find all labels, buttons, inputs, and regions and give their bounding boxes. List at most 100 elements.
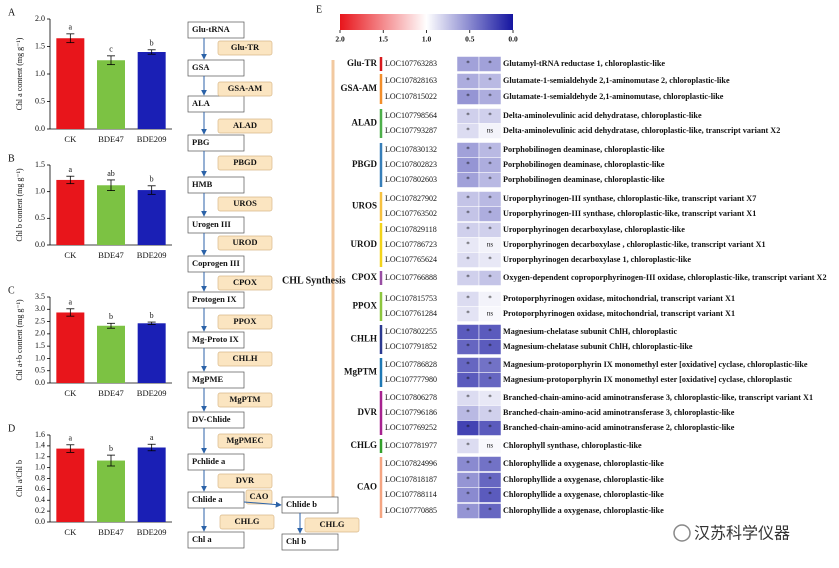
metabolite-label: HMB <box>192 179 213 189</box>
cell-label: * <box>466 343 470 351</box>
gene-id: LOC107763502 <box>385 209 437 218</box>
gene-id: LOC107830132 <box>385 145 437 154</box>
cell-label: * <box>466 295 470 303</box>
gene-id: LOC107786723 <box>385 240 437 249</box>
cell-label: * <box>488 361 492 369</box>
gene-id: LOC107793287 <box>385 126 437 135</box>
panel-label: D <box>8 423 15 434</box>
gene-id: LOC107815022 <box>385 92 437 101</box>
gene-id: LOC107827902 <box>385 194 437 203</box>
metabolite-label: Coprogen III <box>192 258 240 268</box>
cell-label: * <box>488 394 492 402</box>
group-label: DVR <box>358 407 378 417</box>
y-axis-label: Chl a+b content (mg g⁻¹) <box>15 299 24 381</box>
metabolite-label: Mg-Proto IX <box>192 334 240 344</box>
metabolite-box <box>187 491 245 509</box>
pathway-label: CHL Synthesis <box>282 275 346 286</box>
metabolite-box <box>187 176 245 194</box>
gene-id: LOC107829118 <box>385 225 437 234</box>
heatmap-cell <box>478 503 502 519</box>
gene-description: Branched-chain-amino-acid aminotransfera… <box>503 393 813 402</box>
heatmap-cell <box>478 123 502 139</box>
y-tick-label: 2.0 <box>35 329 45 338</box>
bar <box>56 179 85 245</box>
x-tick-label: BDE47 <box>98 527 124 537</box>
metabolite-label: Chl b <box>286 536 306 546</box>
cell-label: * <box>466 146 470 154</box>
cell-label: * <box>466 328 470 336</box>
cell-label: * <box>466 394 470 402</box>
cell-label: * <box>488 476 492 484</box>
y-tick-label: 0.5 <box>35 213 45 222</box>
cell-label: * <box>488 93 492 101</box>
x-tick-label: BDE209 <box>137 250 167 260</box>
enzyme-box <box>217 275 273 291</box>
cell-label: * <box>488 409 492 417</box>
gene-id: LOC107788114 <box>385 490 437 499</box>
enzyme-box <box>217 473 273 489</box>
enzyme-box <box>217 196 273 212</box>
metabolite-label: Chlide b <box>286 499 317 509</box>
enzyme-box <box>217 155 273 171</box>
cell-label: * <box>466 210 470 218</box>
cell-label: * <box>466 361 470 369</box>
x-tick-label: BDE209 <box>137 134 167 144</box>
y-axis-label: Chl b content (mg g⁻¹) <box>15 168 24 242</box>
panel-label: B <box>8 153 15 164</box>
y-tick-label: 0.0 <box>35 240 45 249</box>
colorbar <box>340 14 513 30</box>
cell-label: * <box>466 161 470 169</box>
bar <box>137 447 166 522</box>
metabolite-box <box>281 533 339 551</box>
gene-id: LOC107761284 <box>385 309 437 318</box>
cell-label: * <box>488 328 492 336</box>
heatmap-cell <box>478 438 502 454</box>
metabolite-box <box>187 216 245 234</box>
gene-description: Glutamate-1-semialdehyde 2,1-aminomutase… <box>503 92 724 101</box>
y-tick-label: 2.5 <box>35 316 45 325</box>
significance-label: b <box>109 312 113 321</box>
bar <box>97 185 125 245</box>
group-label: CHLH <box>350 334 377 344</box>
cell-label: * <box>488 424 492 432</box>
gene-description: Chlorophyllide a oxygenase, chloroplasti… <box>503 506 664 515</box>
significance-label: a <box>150 433 154 442</box>
significance-label: c <box>109 45 113 54</box>
gene-id: LOC107818187 <box>385 475 437 484</box>
cell-label: * <box>466 274 470 282</box>
metabolite-box <box>187 255 245 273</box>
enzyme-label: CAO <box>250 491 269 501</box>
gene-description: Branched-chain-amino-acid aminotransfera… <box>503 408 735 417</box>
metabolite-box <box>187 371 245 389</box>
y-tick-label: 0.0 <box>35 124 45 133</box>
gene-description: Chlorophyll synthase, chloroplastic-like <box>503 441 642 450</box>
cell-label: * <box>466 93 470 101</box>
cell-label: * <box>488 274 492 282</box>
significance-label: b <box>150 175 154 184</box>
cell-label: * <box>466 226 470 234</box>
gene-id: LOC107769252 <box>385 423 437 432</box>
cell-label: * <box>466 491 470 499</box>
y-tick-label: 1.2 <box>35 452 45 461</box>
enzyme-label: MgPMEC <box>226 435 263 445</box>
metabolite-label: MgPME <box>192 374 223 384</box>
x-tick-label: CK <box>64 250 77 260</box>
cell-label: * <box>466 127 470 135</box>
metabolite-label: PBG <box>192 137 210 147</box>
gene-id: LOC107798564 <box>385 111 437 120</box>
cell-label: * <box>488 226 492 234</box>
enzyme-label: Glu-TR <box>231 42 260 52</box>
y-tick-label: 0.5 <box>35 96 45 105</box>
colorbar-tick-label: 0.5 <box>465 35 475 44</box>
group-label: ALAD <box>351 118 377 128</box>
cell-label: * <box>466 241 470 249</box>
x-tick-label: BDE47 <box>98 134 124 144</box>
gene-description: Uroporphyrinogen decarboxylase 1, chloro… <box>503 255 691 264</box>
metabolite-box <box>187 453 245 471</box>
cell-label: * <box>466 60 470 68</box>
enzyme-box <box>219 514 275 530</box>
gene-id: LOC107770885 <box>385 506 437 515</box>
significance-label: b <box>150 311 154 320</box>
cell-label: * <box>466 409 470 417</box>
